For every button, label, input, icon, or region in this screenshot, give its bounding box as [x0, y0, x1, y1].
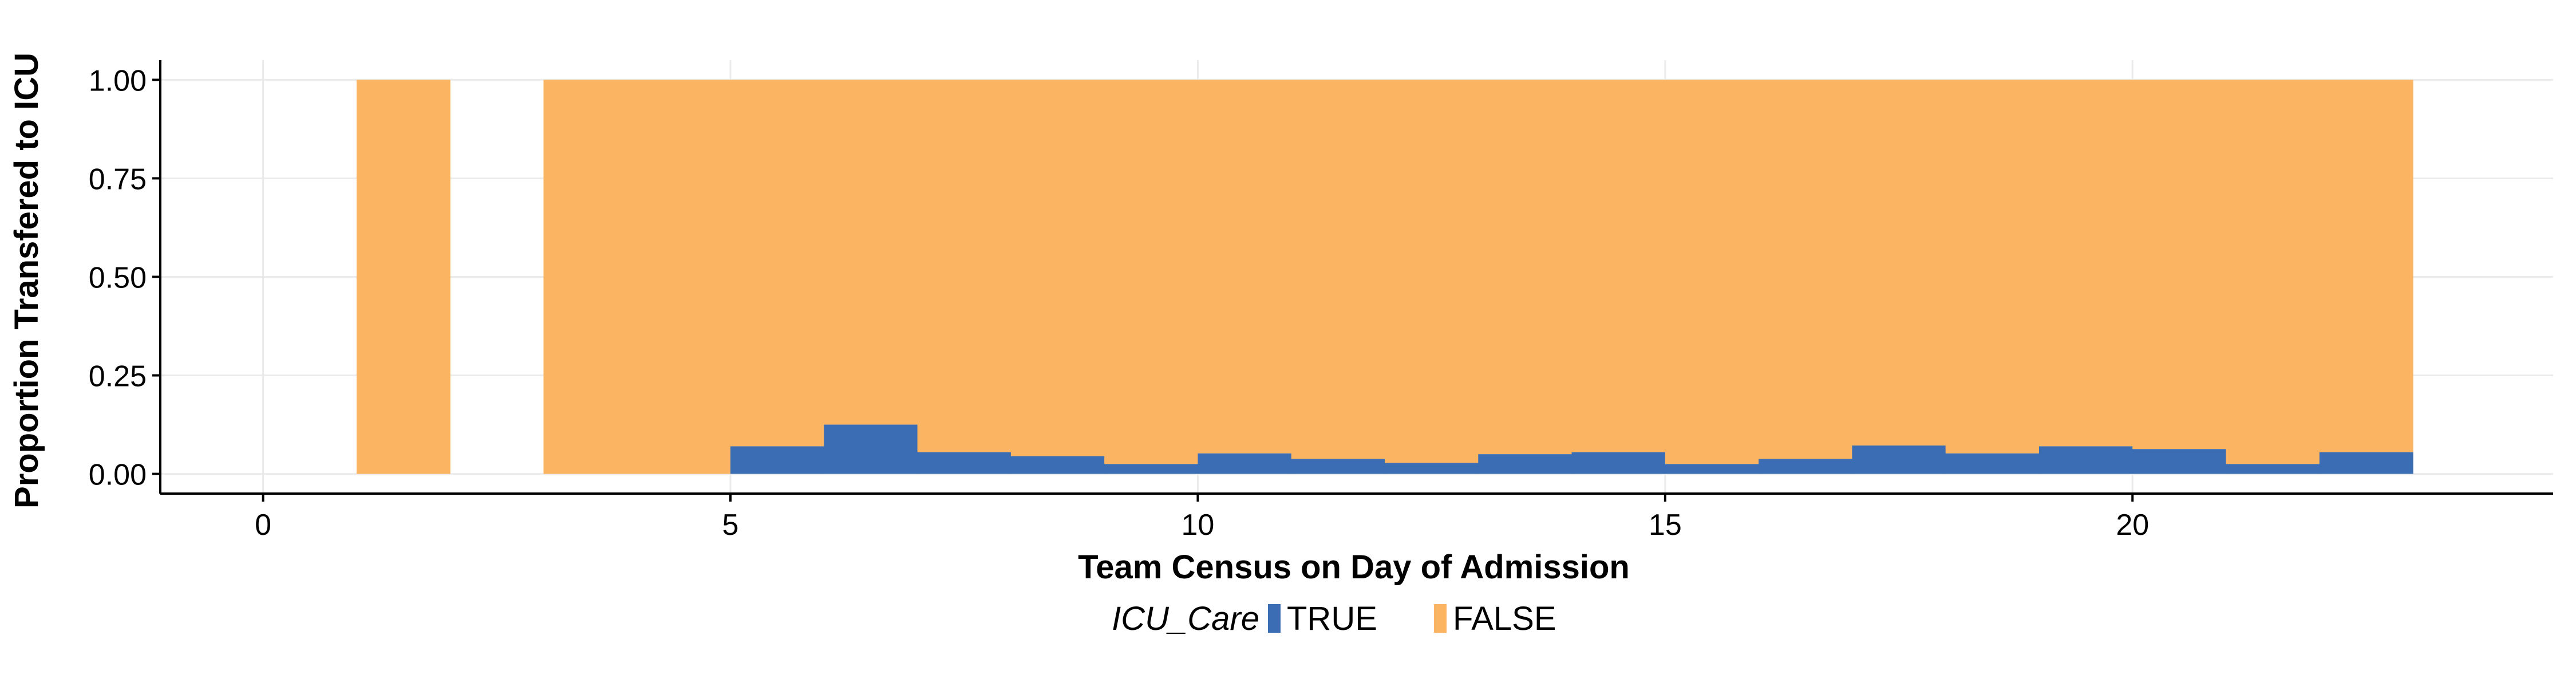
- axes: [152, 60, 2553, 502]
- bar-false: [1104, 80, 1199, 464]
- bar-false: [1665, 80, 1759, 464]
- bar-true: [1945, 453, 2040, 474]
- bar-true: [1852, 445, 1946, 474]
- bar-true: [1665, 464, 1759, 474]
- bar-false: [2132, 80, 2227, 450]
- bar-false: [917, 80, 1012, 452]
- bar-true: [2319, 452, 2413, 474]
- x-tick-label: 10: [1182, 508, 1215, 542]
- bar-false: [2226, 80, 2320, 464]
- bar-true: [2226, 464, 2320, 474]
- y-tick-label: 1.00: [89, 64, 147, 97]
- x-tick-label: 20: [2116, 508, 2149, 542]
- bar-false: [824, 80, 918, 425]
- bar-false: [1010, 80, 1105, 456]
- bar-true: [1384, 463, 1479, 474]
- bar-true: [824, 424, 918, 474]
- y-tick-label: 0.50: [89, 262, 147, 295]
- bars: [356, 80, 2413, 474]
- bar-false: [1945, 80, 2040, 454]
- bar-true: [917, 452, 1012, 474]
- legend: ICU_Care TRUE FALSE: [1112, 600, 1556, 637]
- bar-false: [730, 80, 824, 447]
- bar-false: [2319, 80, 2413, 452]
- bar-true: [1759, 459, 1852, 474]
- legend-label-false: FALSE: [1453, 600, 1556, 637]
- bar-false: [1478, 80, 1573, 455]
- legend-swatch-false: [1434, 604, 1447, 633]
- tick-labels: 0.00 0.25 0.50 0.75 1.00 0 5 10 15 20: [89, 64, 2149, 542]
- x-tick-label: 5: [722, 508, 739, 542]
- bar-true: [730, 446, 824, 474]
- bar-false: [637, 80, 731, 474]
- bar-false: [1759, 80, 1852, 459]
- bar-false: [1571, 80, 1666, 452]
- bar-true: [1010, 456, 1105, 474]
- bar-false: [1291, 80, 1385, 459]
- bar-true: [1478, 454, 1573, 474]
- bar-true: [1571, 452, 1666, 474]
- y-tick-label: 0.25: [89, 360, 147, 393]
- y-tick-label: 0.75: [89, 163, 147, 196]
- bar-false: [543, 80, 638, 474]
- bar-true: [1291, 459, 1385, 474]
- bar-true: [2132, 449, 2227, 474]
- x-axis-title: Team Census on Day of Admission: [1078, 549, 1630, 586]
- legend-title: ICU_Care: [1112, 600, 1259, 637]
- bar-false: [356, 80, 451, 474]
- x-tick-label: 15: [1649, 508, 1682, 542]
- bar-false: [2038, 80, 2133, 447]
- bar-true: [2038, 446, 2133, 474]
- legend-label-true: TRUE: [1287, 600, 1377, 637]
- bar-false: [1852, 80, 1946, 446]
- y-tick-label: 0.00: [89, 459, 147, 492]
- bar-true: [1104, 464, 1199, 474]
- x-tick-label: 0: [255, 508, 271, 542]
- legend-swatch-true: [1268, 604, 1281, 633]
- bar-true: [1198, 453, 1292, 474]
- y-axis-title: Proportion Transfered to ICU: [8, 53, 45, 508]
- bar-false: [1198, 80, 1292, 454]
- bar-false: [1384, 80, 1479, 463]
